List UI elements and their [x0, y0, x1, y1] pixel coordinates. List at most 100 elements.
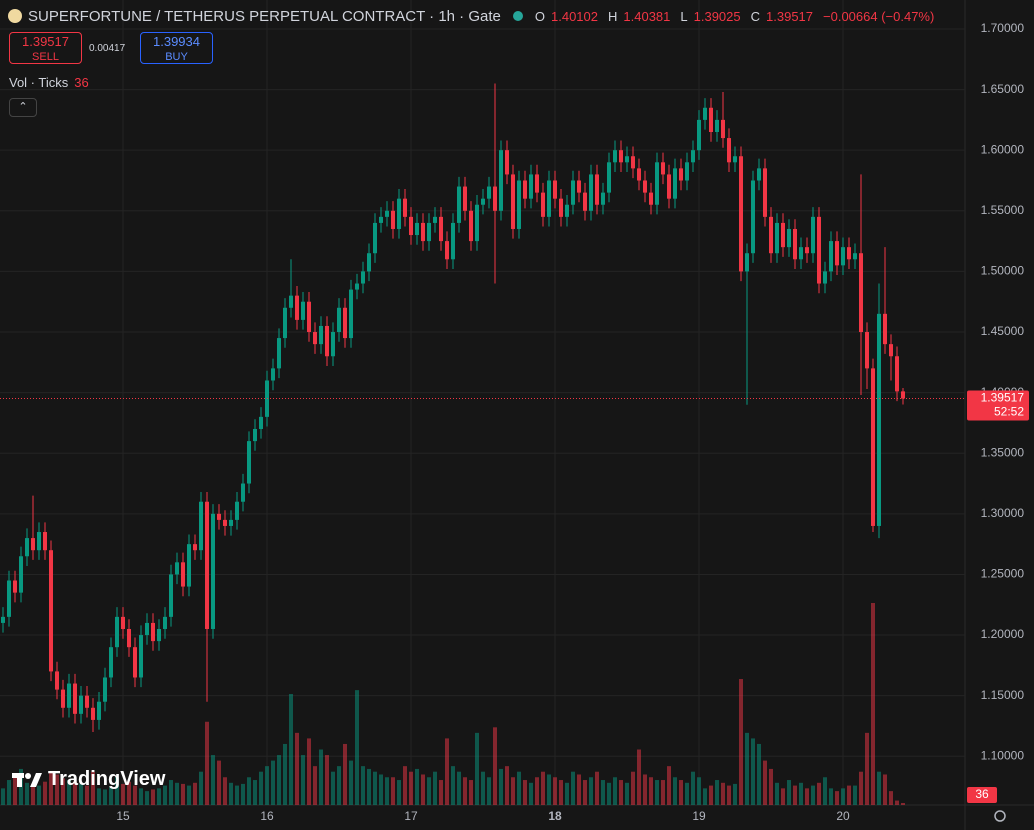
candle-body — [847, 247, 851, 260]
buy-label: BUY — [165, 51, 188, 63]
axes: 1.10000 1.15000 1.20000 1.25000 1.30000 1.350… — [0, 21, 1029, 823]
candle-body — [349, 289, 353, 339]
candle-body — [283, 307, 287, 339]
volume-bar — [121, 783, 125, 805]
volume-bar — [295, 732, 299, 805]
candle-body — [829, 241, 833, 272]
header: SUPERFORTUNE / TETHERUS PERPETUAL CONTRA… — [8, 6, 938, 26]
volume-bar — [67, 780, 71, 805]
volume-bar — [103, 789, 107, 805]
candle-body — [625, 156, 629, 163]
volume-bar — [367, 768, 371, 805]
candle-body — [691, 150, 695, 163]
sell-button[interactable]: 1.39517 SELL — [9, 32, 82, 64]
candle-body — [751, 180, 755, 254]
candle-body — [73, 683, 77, 714]
volume-bar — [727, 785, 731, 805]
volume-bar — [829, 788, 833, 805]
volume-bar — [445, 738, 449, 805]
settings-icon[interactable] — [994, 810, 1006, 822]
volume-bar — [469, 780, 473, 805]
candle-body — [841, 247, 845, 266]
volume-bar — [883, 774, 887, 805]
volume-bar — [169, 780, 173, 805]
buy-button[interactable]: 1.39934 BUY — [140, 32, 213, 64]
y-tick-label: 1.30000 — [981, 506, 1025, 520]
candle-body — [361, 271, 365, 284]
volume-bar — [787, 780, 791, 805]
candle-body — [451, 222, 455, 260]
volume-bar — [91, 771, 95, 805]
candle-body — [727, 138, 731, 163]
volume-bar — [457, 771, 461, 805]
ohlc-label: C — [750, 8, 761, 24]
volume-bar — [427, 777, 431, 805]
candle-body — [391, 210, 395, 229]
volume-bar — [847, 785, 851, 805]
candle-body — [643, 180, 647, 193]
candle-body — [163, 616, 167, 629]
volume-bar — [781, 788, 785, 805]
volume-pane — [1, 603, 905, 805]
volume-bar — [493, 727, 497, 805]
volume-bar — [193, 782, 197, 805]
watermark: TradingView — [12, 768, 165, 791]
candle-body — [325, 325, 329, 357]
volume-bar — [571, 771, 575, 805]
candle-body — [721, 119, 725, 139]
candle-body — [655, 162, 659, 205]
y-tick-label: 1.15000 — [981, 688, 1025, 702]
volume-bar — [61, 778, 65, 805]
volume-bar — [133, 785, 137, 805]
volume-bar — [25, 782, 29, 805]
volume-bar — [145, 791, 149, 805]
volume-bar — [613, 777, 617, 805]
volume-bar — [553, 777, 557, 805]
logo-text: TradingView — [48, 768, 166, 790]
volume-bar — [31, 783, 35, 805]
candle-body — [13, 580, 17, 593]
y-tick-label: 1.55000 — [981, 203, 1025, 217]
volume-bar — [259, 771, 263, 805]
candle-body — [565, 204, 569, 217]
ohlc-value: 1.39025 — [693, 8, 741, 24]
volume-bar — [565, 782, 569, 805]
candle-body — [109, 647, 113, 678]
candle-body — [139, 635, 143, 678]
candle-body — [169, 574, 173, 617]
volume-bar — [547, 774, 551, 805]
volume-bar — [313, 766, 317, 805]
candle-body — [31, 538, 35, 551]
volume-bar — [769, 768, 773, 805]
candle-body — [421, 222, 425, 242]
volume-bar — [157, 788, 161, 805]
y-tick-label: 1.70000 — [981, 21, 1025, 35]
candle-body — [175, 562, 179, 575]
candle-body — [739, 156, 743, 272]
collapse-button[interactable]: ⌃ — [9, 98, 37, 117]
volume-bar — [577, 774, 581, 805]
candle-body — [541, 192, 545, 217]
candle-body — [637, 168, 641, 181]
candle-body — [55, 671, 59, 690]
candle-body — [805, 247, 809, 254]
volume-bar — [733, 783, 737, 805]
volume-bar — [811, 785, 815, 805]
candle-body — [247, 441, 251, 484]
candle-body — [199, 501, 203, 551]
candle-body — [487, 186, 491, 199]
volume-bar — [175, 782, 179, 805]
volume-bar — [649, 777, 653, 805]
candle-body — [505, 150, 509, 175]
candle-body — [709, 107, 713, 133]
volume-bar — [73, 781, 77, 805]
volume-label: Vol · Ticks — [9, 75, 69, 90]
candle-body — [79, 695, 83, 714]
volume-bar — [535, 777, 539, 805]
candle-body — [121, 616, 125, 629]
candle-body — [319, 325, 323, 345]
volume-bar — [235, 785, 239, 805]
volume-bar — [889, 791, 893, 805]
candle-body — [49, 550, 53, 672]
